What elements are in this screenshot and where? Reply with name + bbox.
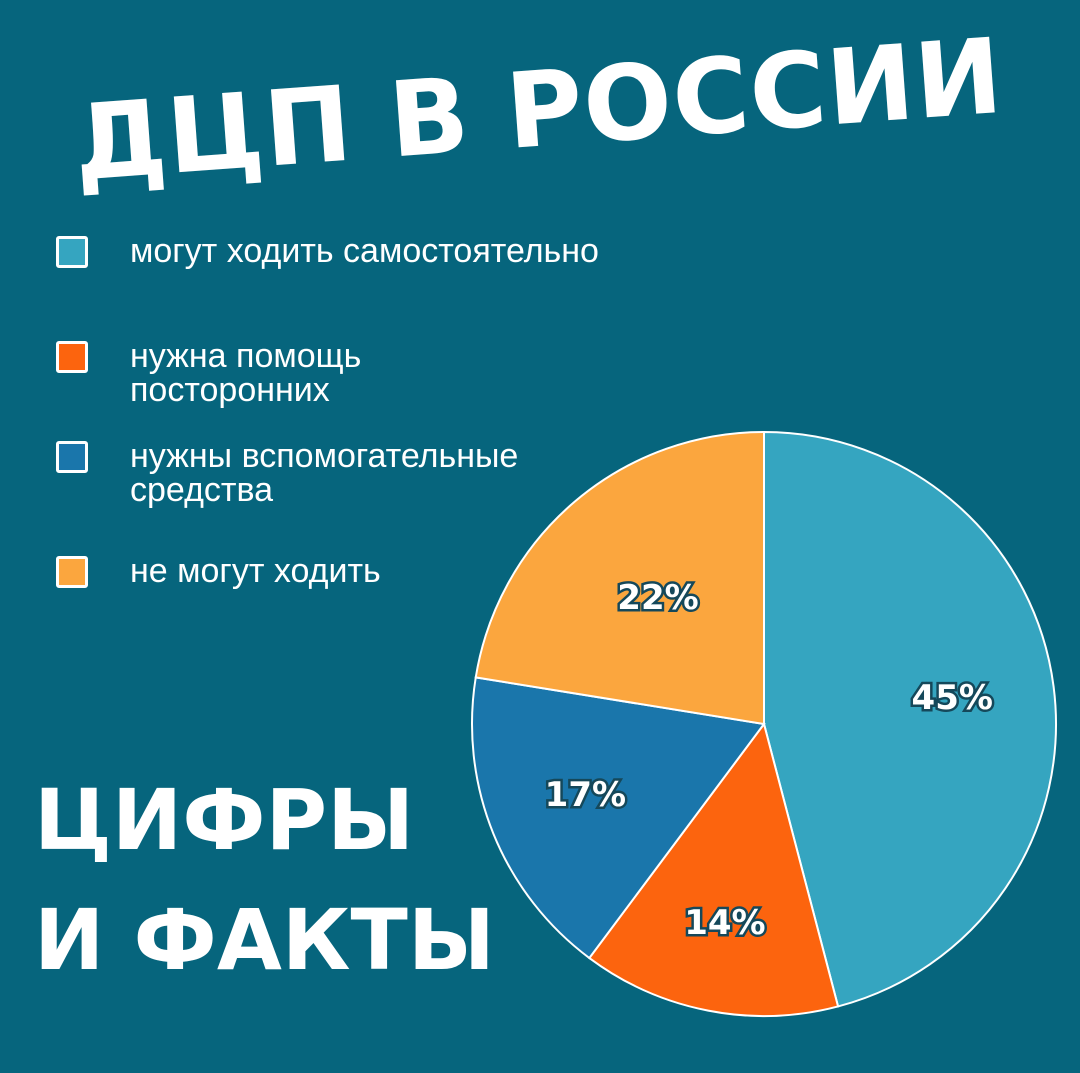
legend-swatch-need-help <box>56 341 88 373</box>
legend-label: не могут ходить <box>130 552 381 590</box>
legend-item-walk-independently: могут ходить самостоятельно <box>56 234 599 268</box>
footer-title-line1: ЦИФРЫ <box>34 771 415 869</box>
legend-swatch-cannot-walk <box>56 556 88 588</box>
slice-label: 45% <box>912 678 993 718</box>
legend-label: нужны вспомогательные средства <box>130 437 519 509</box>
slice-need-help <box>587 721 840 1017</box>
legend-item-need-aids: нужны вспомогательные средства <box>56 439 518 507</box>
slice-label: 17% <box>545 775 626 815</box>
legend-swatch-walk-independently <box>56 236 88 268</box>
slice-need-aids <box>471 676 766 960</box>
legend: могут ходить самостоятельно нужна помощь… <box>56 0 676 620</box>
slice-cannot-walk <box>474 430 765 726</box>
legend-label: нужна помощь посторонних <box>130 337 362 409</box>
legend-item-cannot-walk: не могут ходить <box>56 554 381 588</box>
footer-title-line2: И ФАКТЫ <box>34 891 495 989</box>
legend-label: могут ходить самостоятельно <box>130 232 599 270</box>
slice-label: 14% <box>684 903 765 943</box>
slice-walk-independently <box>763 430 1057 1008</box>
legend-swatch-need-aids <box>56 441 88 473</box>
slice-label: 22% <box>617 578 698 618</box>
legend-item-need-help: нужна помощь посторонних <box>56 339 361 407</box>
